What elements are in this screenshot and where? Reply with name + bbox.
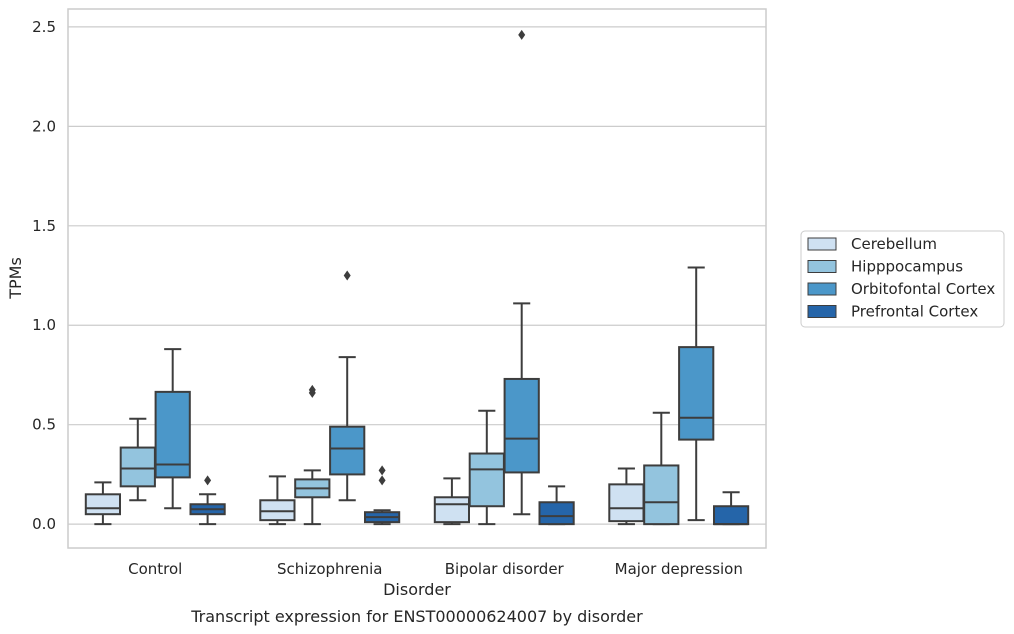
y-tick-label: 0.0 <box>32 515 56 533</box>
box-iqr <box>712 505 750 526</box>
outlier-point <box>378 475 386 486</box>
y-tick-label: 1.5 <box>32 217 56 235</box>
legend-label: Orbitofontal Cortex <box>851 280 995 298</box>
x-tick-label: Control <box>128 560 182 578</box>
box-3-1 <box>363 465 401 526</box>
legend-frame <box>800 230 1005 328</box>
box-1-0 <box>119 417 156 502</box>
x-axis-label: Disorder <box>383 580 451 599</box>
box-iqr <box>468 452 505 508</box>
chart-caption: Transcript expression for ENST0000062400… <box>190 607 643 626</box>
box-iqr <box>119 446 156 488</box>
legend-label: Prefrontal Cortex <box>851 303 978 321</box>
box-iqr <box>433 496 471 524</box>
legend-swatch <box>807 237 837 251</box>
box-plots <box>84 29 750 526</box>
box-0-0 <box>84 481 122 526</box>
box-iqr <box>84 493 122 516</box>
outlier-point <box>204 475 212 486</box>
y-tick-label: 2.5 <box>32 18 56 36</box>
box-1-1 <box>294 384 331 526</box>
box-1-3 <box>643 411 680 526</box>
box-2-2 <box>503 29 540 516</box>
legend-label: Cerebellum <box>851 235 937 253</box>
box-2-3 <box>678 266 715 522</box>
legend-label: Hipppocampus <box>851 258 963 276</box>
outlier-point <box>308 384 316 395</box>
legend-swatch <box>807 305 837 318</box>
box-3-0 <box>189 475 226 526</box>
box-iqr <box>154 390 191 479</box>
outlier-point <box>378 465 386 476</box>
box-3-2 <box>538 485 575 526</box>
outlier-point <box>518 29 526 40</box>
box-1-2 <box>468 409 505 526</box>
x-tick-label: Major depression <box>615 560 743 578</box>
box-iqr <box>538 501 575 526</box>
box-0-2 <box>433 477 471 526</box>
y-tick-label: 0.5 <box>32 416 56 434</box>
y-axis-label: TPMs <box>6 257 25 300</box>
box-2-0 <box>154 348 191 510</box>
box-0-1 <box>259 475 296 526</box>
box-iqr <box>503 377 540 474</box>
y-tick-labels: 0.0 0.5 1.0 1.5 2.0 2.5 <box>32 18 56 533</box>
legend: Cerebellum Hipppocampus Orbitofontal Corte… <box>800 230 1005 328</box>
box-iqr <box>643 464 680 526</box>
box-0-3 <box>608 467 645 526</box>
x-tick-label: Schizophrenia <box>277 560 382 578</box>
box-iqr <box>329 425 366 476</box>
box-3-3 <box>712 491 750 526</box>
legend-swatch <box>807 260 837 273</box>
y-tick-label: 1.0 <box>32 316 56 334</box>
legend-swatch <box>807 282 837 296</box>
y-tick-label: 2.0 <box>32 117 56 135</box>
box-iqr <box>678 346 715 441</box>
box-2-1 <box>329 270 366 502</box>
box-iqr <box>608 483 645 523</box>
plot-frame <box>67 8 767 549</box>
x-tick-labels: Control Schizophrenia Bipolar disorder Majo… <box>128 560 743 578</box>
outlier-point <box>343 270 351 281</box>
x-tick-label: Bipolar disorder <box>445 560 565 578</box>
